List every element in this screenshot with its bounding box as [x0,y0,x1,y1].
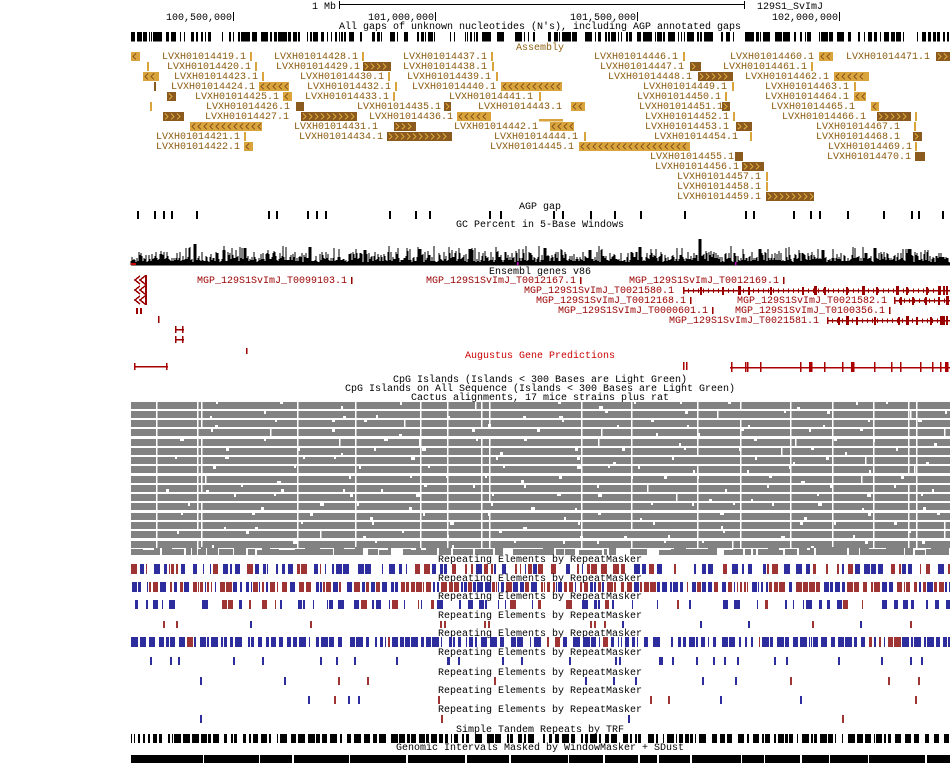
svg-text:MGP_129S1SvImJ_T0012169.1: MGP_129S1SvImJ_T0012169.1 [629,276,779,287]
svg-text:LVXH01014435.1: LVXH01014435.1 [357,102,441,113]
svg-text:LVXH01014433.1: LVXH01014433.1 [305,92,389,103]
svg-text:LVXH01014443.1: LVXH01014443.1 [478,102,562,113]
svg-text:AGP gap: AGP gap [519,202,561,213]
svg-text:LVXH01014448.1: LVXH01014448.1 [608,72,692,83]
svg-text:Cactus alignments, 17 mice str: Cactus alignments, 17 mice strains plus … [411,392,669,404]
svg-text:LVXH01014437.1: LVXH01014437.1 [403,52,487,63]
svg-text:LVXH01014467.1: LVXH01014467.1 [816,122,900,133]
svg-text:LVXH01014460.1: LVXH01014460.1 [730,52,814,63]
svg-text:Repeating Elements by RepeatMa: Repeating Elements by RepeatMasker [438,647,642,659]
svg-text:LVXH01014431.1: LVXH01014431.1 [294,122,378,133]
svg-text:LVXH01014458.1: LVXH01014458.1 [677,182,761,193]
svg-text:MGP_129S1SvImJ_T0021582.1: MGP_129S1SvImJ_T0021582.1 [737,296,887,307]
svg-text:LVXH01014456.1: LVXH01014456.1 [655,162,739,173]
svg-text:LVXH01014461.1: LVXH01014461.1 [723,62,807,73]
svg-text:Repeating Elements by RepeatMa: Repeating Elements by RepeatMasker [438,610,642,622]
svg-text:CpG Islands (Islands < 300 Bas: CpG Islands (Islands < 300 Bases are Lig… [393,374,687,386]
svg-text:1 Mb: 1 Mb [312,1,336,13]
svg-text:Repeating Elements by RepeatMa: Repeating Elements by RepeatMasker [438,685,642,697]
svg-text:LVXH01014459.1: LVXH01014459.1 [677,192,761,203]
svg-text:LVXH01014462.1: LVXH01014462.1 [745,72,829,83]
svg-text:LVXH01014447.1: LVXH01014447.1 [600,62,684,73]
svg-text:LVXH01014471.1: LVXH01014471.1 [846,52,930,63]
svg-text:Repeating Elements by RepeatMa: Repeating Elements by RepeatMasker [438,704,642,716]
svg-text:LVXH01014441.1: LVXH01014441.1 [449,92,533,103]
svg-text:MGP_129S1SvImJ_T0021581.1: MGP_129S1SvImJ_T0021581.1 [669,316,819,327]
svg-text:LVXH01014469.1: LVXH01014469.1 [828,142,912,153]
svg-text:LVXH01014422.1: LVXH01014422.1 [156,142,240,153]
svg-text:LVXH01014432.1: LVXH01014432.1 [307,82,391,93]
svg-text:Simple Tandem Repeats by TRF: Simple Tandem Repeats by TRF [456,724,624,736]
svg-text:LVXH01014470.1: LVXH01014470.1 [827,152,911,163]
svg-text:LVXH01014423.1: LVXH01014423.1 [174,72,258,83]
svg-text:Repeating Elements by RepeatMa: Repeating Elements by RepeatMasker [438,667,642,679]
svg-text:LVXH01014436.1: LVXH01014436.1 [369,112,453,123]
svg-text:102,000,000: 102,000,000 [772,13,838,24]
svg-text:129S1_SvImJ: 129S1_SvImJ [757,2,823,13]
svg-text:LVXH01014452.1: LVXH01014452.1 [645,112,729,123]
svg-text:LVXH01014438.1: LVXH01014438.1 [403,62,487,73]
svg-text:MGP_129S1SvImJ_T0099103.1: MGP_129S1SvImJ_T0099103.1 [197,276,347,287]
svg-text:LVXH01014445.1: LVXH01014445.1 [490,142,574,153]
svg-text:LVXH01014425.1: LVXH01014425.1 [195,92,279,103]
svg-text:MGP_129S1SvImJ_T0021580.1: MGP_129S1SvImJ_T0021580.1 [524,286,674,297]
svg-text:LVXH01014439.1: LVXH01014439.1 [407,72,491,83]
svg-text:LVXH01014442.1: LVXH01014442.1 [454,122,538,133]
svg-text:LVXH01014463.1: LVXH01014463.1 [765,82,849,93]
svg-text:MGP_129S1SvImJ_T0012168.1: MGP_129S1SvImJ_T0012168.1 [536,296,686,307]
svg-text:LVXH01014454.1: LVXH01014454.1 [654,132,738,143]
svg-text:LVXH01014429.1: LVXH01014429.1 [276,62,360,73]
svg-text:100,500,000: 100,500,000 [166,13,232,24]
svg-text:LVXH01014444.1: LVXH01014444.1 [494,132,578,143]
svg-text:LVXH01014450.1: LVXH01014450.1 [637,92,721,103]
svg-text:Genomic Intervals Masked by Wi: Genomic Intervals Masked by WindowMasker… [396,742,684,754]
svg-text:Ensembl genes v86: Ensembl genes v86 [489,266,591,278]
svg-text:LVXH01014434.1: LVXH01014434.1 [299,132,383,143]
svg-text:LVXH01014419.1: LVXH01014419.1 [162,52,246,63]
svg-text:LVXH01014451.1: LVXH01014451.1 [639,102,723,113]
svg-text:LVXH01014428.1: LVXH01014428.1 [274,52,358,63]
svg-text:MGP_129S1SvImJ_T0100356.1: MGP_129S1SvImJ_T0100356.1 [735,306,885,317]
svg-text:LVXH01014440.1: LVXH01014440.1 [412,82,496,93]
svg-text:LVXH01014420.1: LVXH01014420.1 [167,62,251,73]
svg-text:LVXH01014455.1: LVXH01014455.1 [650,152,734,163]
svg-text:LVXH01014457.1: LVXH01014457.1 [677,172,761,183]
svg-text:Repeating Elements by RepeatMa: Repeating Elements by RepeatMasker [438,591,642,603]
svg-text:LVXH01014426.1: LVXH01014426.1 [206,102,290,113]
svg-text:GC Percent in 5-Base Windows: GC Percent in 5-Base Windows [456,219,624,231]
svg-text:LVXH01014464.1: LVXH01014464.1 [765,92,849,103]
svg-text:MGP_129S1SvImJ_T0000601.1: MGP_129S1SvImJ_T0000601.1 [558,306,708,317]
svg-text:MGP_129S1SvImJ_T0012167.1: MGP_129S1SvImJ_T0012167.1 [426,276,576,287]
svg-text:LVXH01014427.1: LVXH01014427.1 [205,112,289,123]
svg-text:LVXH01014453.1: LVXH01014453.1 [645,122,729,133]
svg-text:LVXH01014465.1: LVXH01014465.1 [771,102,855,113]
svg-text:LVXH01014446.1: LVXH01014446.1 [594,52,678,63]
svg-text:LVXH01014466.1: LVXH01014466.1 [782,112,866,123]
svg-text:101,500,000: 101,500,000 [570,13,636,24]
svg-text:LVXH01014468.1: LVXH01014468.1 [816,132,900,143]
svg-text:LVXH01014449.1: LVXH01014449.1 [643,82,727,93]
svg-text:LVXH01014424.1: LVXH01014424.1 [171,82,255,93]
svg-text:101,000,000: 101,000,000 [368,13,434,24]
svg-text:All gaps of unknown nucleotide: All gaps of unknown nucleotides (N's), i… [339,21,741,33]
svg-text:LVXH01014430.1: LVXH01014430.1 [300,72,384,83]
svg-text:Assembly: Assembly [516,42,564,54]
svg-text:CpG Islands on All Sequence (I: CpG Islands on All Sequence (Islands < 3… [345,383,735,395]
svg-text:Augustus Gene Predictions: Augustus Gene Predictions [465,350,615,362]
svg-text:LVXH01014421.1: LVXH01014421.1 [156,132,240,143]
svg-text:Repeating Elements by RepeatMa: Repeating Elements by RepeatMasker [438,554,642,566]
